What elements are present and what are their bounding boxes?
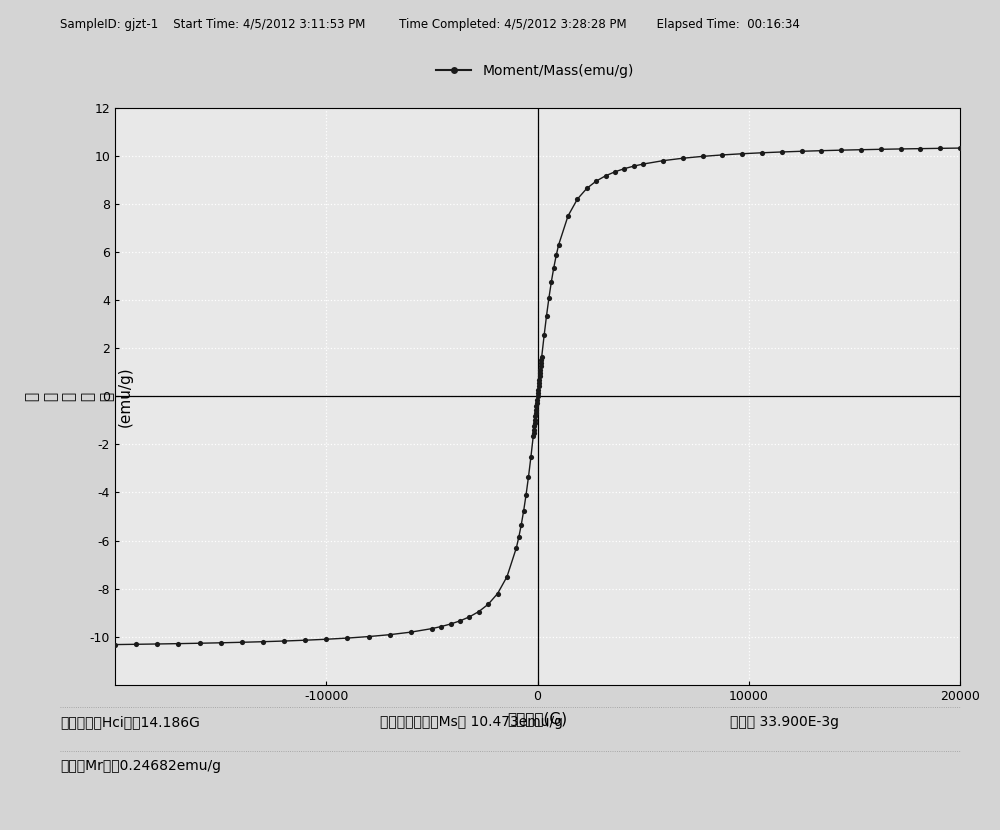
Point [675,152,691,165]
Point [297,633,313,647]
Point [774,145,790,159]
X-axis label: 磁场强度(G): 磁场强度(G) [507,711,568,726]
Point [616,162,632,175]
Point [539,309,555,322]
Point [912,142,928,155]
Point [695,149,711,163]
Point [529,393,545,407]
Point [536,329,552,342]
Point [569,193,585,206]
Point [532,369,548,383]
Point [149,637,165,651]
Point [734,147,750,160]
Point [532,366,548,379]
Point [527,417,543,430]
Point [598,169,614,183]
Point [532,363,548,376]
Point [128,637,144,651]
Point [513,519,529,532]
Point [526,420,542,433]
Point [255,635,271,648]
Point [714,149,730,162]
Point [213,636,229,649]
Point [528,407,544,420]
Point [452,614,468,627]
Point [853,143,869,156]
Point [551,238,567,251]
Point [480,598,496,611]
Point [525,429,541,442]
Point [655,154,671,168]
Point [528,400,544,413]
Point [530,383,546,396]
Point [527,410,543,423]
Point [518,488,534,501]
Point [471,605,487,618]
Legend: Moment/Mass(emu/g): Moment/Mass(emu/g) [431,58,639,84]
Point [548,249,564,262]
Point [360,630,376,643]
Point [276,634,292,647]
Point [794,144,810,158]
Point [893,142,909,155]
Point [952,141,968,154]
Point [234,636,250,649]
Point [529,397,545,410]
Point [192,637,208,650]
Point [443,618,459,631]
Point [527,413,543,427]
Point [490,587,506,600]
Point [523,451,539,464]
Point [607,165,623,178]
Point [533,354,549,367]
Point [461,610,477,623]
Point [833,144,849,157]
Point [754,146,770,159]
Text: 质量： 33.900E-3g: 质量： 33.900E-3g [730,715,839,730]
Point [813,144,829,158]
Text: 矫顶磁力（Hci）：14.186G: 矫顶磁力（Hci）：14.186G [60,715,200,730]
Point [508,541,524,554]
Point [433,620,449,633]
Point [932,142,948,155]
Point [526,426,542,439]
Point [533,359,549,373]
Point [424,622,440,635]
Point [560,209,576,222]
Point [635,158,651,171]
Point [534,350,550,364]
Point [626,159,642,173]
Point [533,357,549,370]
Point [531,373,547,386]
Point [546,261,562,274]
Point [531,376,547,389]
Text: 饱和磁化强度（Ms） 10.473emu/g: 饱和磁化强度（Ms） 10.473emu/g [380,715,563,730]
Point [588,174,604,188]
Point [579,182,595,195]
Point [543,275,559,288]
Point [531,379,547,393]
Point [511,530,527,544]
Point [107,638,123,652]
Point [526,422,542,436]
Point [530,386,546,399]
Text: 剩磁（Mr）：0.24682emu/g: 剩磁（Mr）：0.24682emu/g [60,759,221,774]
Y-axis label: 磁
感
应
强
度
(emu/g): 磁 感 应 强 度 (emu/g) [25,366,133,427]
Point [382,628,398,642]
Point [541,291,557,305]
Point [520,471,536,484]
Text: SampleID: gjzt-1    Start Time: 4/5/2012 3:11:53 PM         Time Completed: 4/5/: SampleID: gjzt-1 Start Time: 4/5/2012 3:… [60,18,800,32]
Point [318,632,334,646]
Point [528,403,544,417]
Point [873,143,889,156]
Point [530,390,546,403]
Point [339,632,355,645]
Point [499,570,515,583]
Point [403,626,419,639]
Point [170,637,186,650]
Point [516,505,532,518]
